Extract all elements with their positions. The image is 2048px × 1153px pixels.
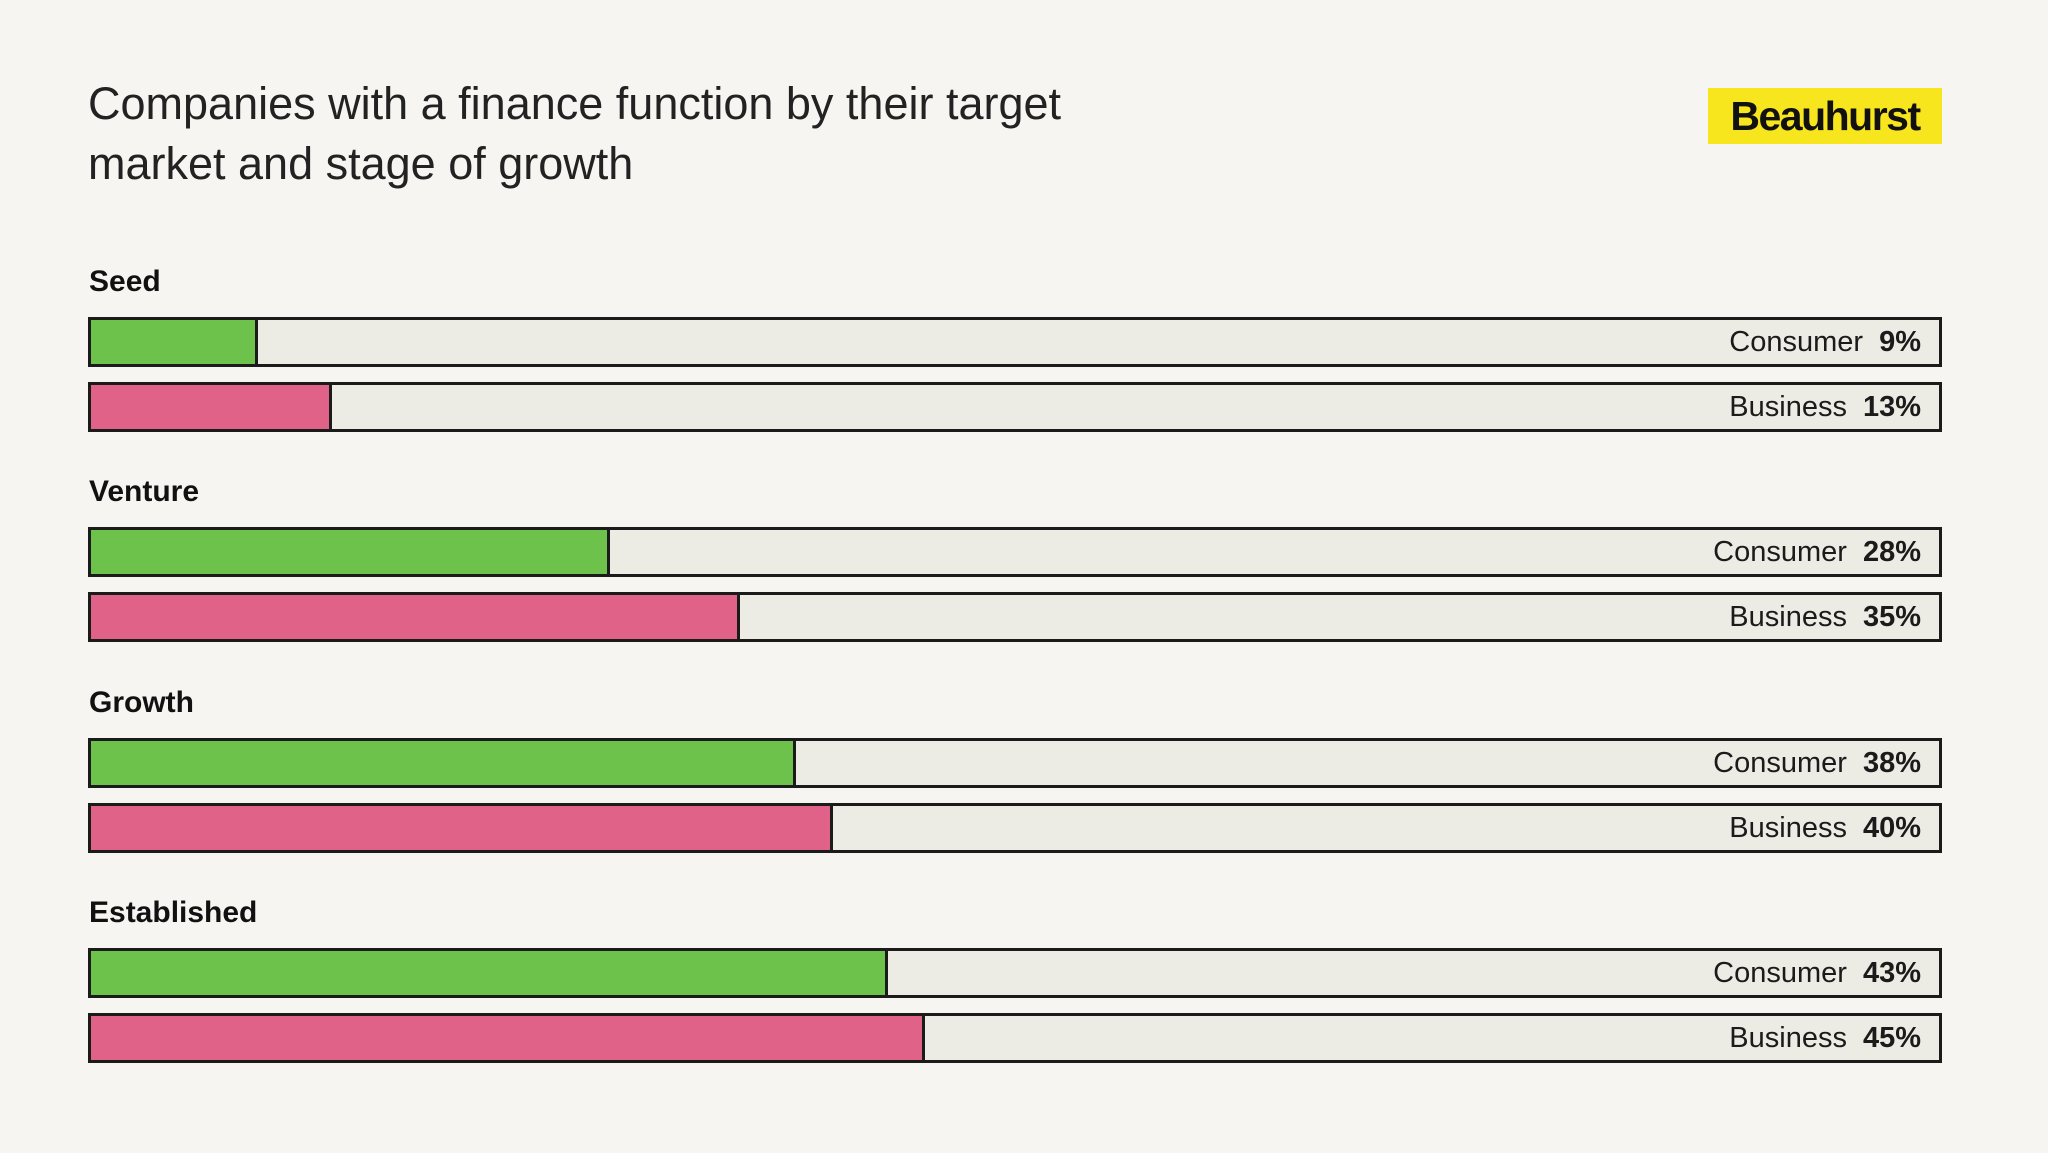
series-name: Business bbox=[1729, 1021, 1847, 1054]
bar-label: Consumer 38% bbox=[1713, 741, 1921, 785]
bar-label: Consumer 43% bbox=[1713, 951, 1921, 995]
consumer-bar-track: Consumer 9% bbox=[88, 317, 1942, 367]
consumer-bar-track: Consumer 38% bbox=[88, 738, 1942, 788]
data-label: 45% bbox=[1862, 1021, 1921, 1054]
data-label: 9% bbox=[1879, 325, 1921, 358]
bar-label: Business 13% bbox=[1729, 385, 1921, 429]
consumer-bar-track: Consumer 28% bbox=[88, 527, 1942, 577]
bar-label: Consumer 28% bbox=[1713, 530, 1921, 574]
bar-label: Business 35% bbox=[1729, 595, 1921, 639]
data-label: 28% bbox=[1862, 535, 1921, 568]
consumer-bar-track: Consumer 43% bbox=[88, 948, 1942, 998]
beauhurst-logo: Beauhurst bbox=[1708, 88, 1942, 144]
data-label: 35% bbox=[1862, 600, 1921, 633]
series-name: Consumer bbox=[1713, 535, 1847, 568]
business-bar-track: Business 40% bbox=[88, 803, 1942, 853]
consumer-bar bbox=[91, 951, 888, 995]
series-name: Consumer bbox=[1713, 746, 1847, 779]
business-bar-track: Business 13% bbox=[88, 382, 1942, 432]
business-bar-track: Business 35% bbox=[88, 592, 1942, 642]
series-name: Consumer bbox=[1729, 325, 1864, 358]
chart-title: Companies with a finance function by the… bbox=[88, 78, 1062, 189]
business-bar bbox=[91, 385, 332, 429]
business-bar bbox=[91, 595, 740, 639]
consumer-bar bbox=[91, 741, 796, 785]
series-name: Consumer bbox=[1713, 956, 1847, 989]
data-label: 40% bbox=[1862, 811, 1921, 844]
stage-label: Seed bbox=[89, 265, 161, 298]
data-label: 38% bbox=[1862, 746, 1921, 779]
business-bar-track: Business 45% bbox=[88, 1013, 1942, 1063]
series-name: Business bbox=[1729, 600, 1847, 633]
bar-label: Business 45% bbox=[1729, 1016, 1921, 1060]
consumer-bar bbox=[91, 530, 610, 574]
bar-label: Consumer 9% bbox=[1729, 320, 1921, 364]
bar-label: Business 40% bbox=[1729, 806, 1921, 850]
series-name: Business bbox=[1729, 811, 1847, 844]
data-label: 13% bbox=[1862, 390, 1921, 423]
stage-label: Growth bbox=[89, 686, 194, 719]
business-bar bbox=[91, 806, 833, 850]
data-label: 43% bbox=[1862, 956, 1921, 989]
series-name: Business bbox=[1729, 390, 1847, 423]
stage-label: Established bbox=[89, 896, 258, 929]
stage-label: Venture bbox=[89, 475, 200, 508]
consumer-bar bbox=[91, 320, 258, 364]
business-bar bbox=[91, 1016, 925, 1060]
